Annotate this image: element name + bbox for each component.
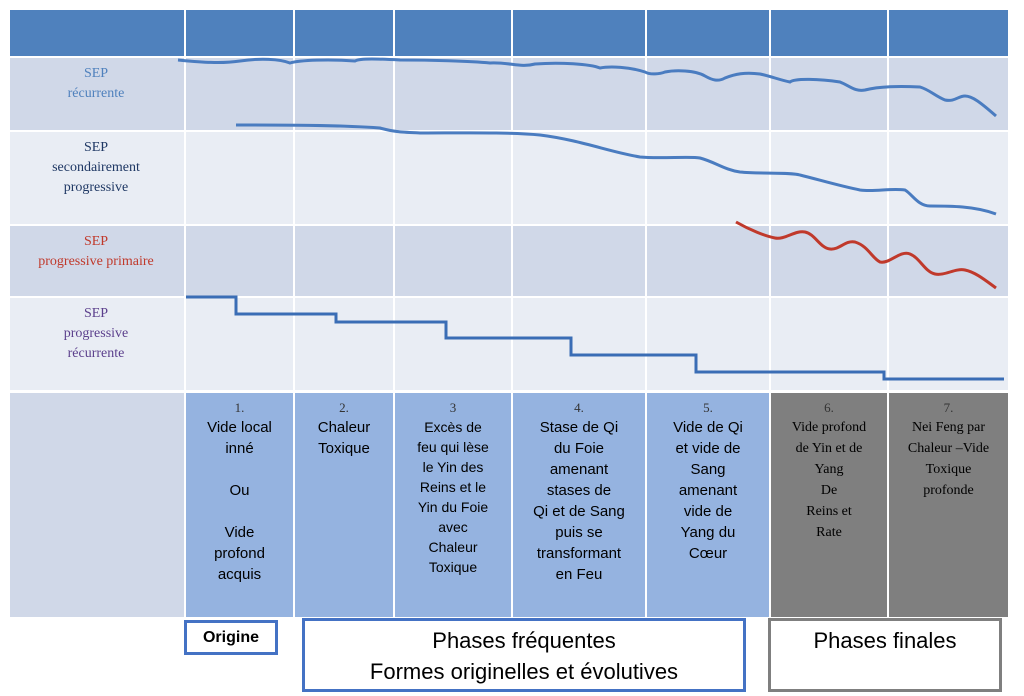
row-band-secondaire <box>10 132 1008 224</box>
phases-finales-label: Phases finales <box>813 628 957 653</box>
column-divider <box>511 10 513 390</box>
phase-cell-3: 3 Excès de feu qui lèse le Yin des Reins… <box>395 393 511 617</box>
phase-text: Vide local inné Ou Vide profond acquis <box>207 419 272 583</box>
origine-box: Origine <box>184 620 278 655</box>
curve-recurrente <box>177 57 997 118</box>
row-label-progressive-recurrente: SEP progressive récurrente <box>10 304 182 364</box>
phases-finales-box: Phases finales <box>768 618 1002 692</box>
phase-text: Nei Feng par Chaleur –Vide Toxique profo… <box>907 420 990 498</box>
column-divider <box>293 10 295 390</box>
phase-text: Vide profond de Yin et de Yang De Reins … <box>791 420 867 540</box>
phases-frequentes-box: Phases fréquentes Formes originelles et … <box>302 618 746 692</box>
row-label-progressive-primaire: SEP progressive primaire <box>10 232 182 272</box>
phase-cell-1: 1. Vide local inné Ou Vide profond acqui… <box>186 393 293 617</box>
phase-cell-4: 4. Stase de Qi du Foie amenant stases de… <box>513 393 645 617</box>
phase-label-column <box>10 393 184 617</box>
row-label-line: progressive primaire <box>38 254 154 269</box>
phase-text: Chaleur Toxique <box>317 419 371 457</box>
curve-progressive-primaire <box>735 220 997 290</box>
header-band <box>10 10 1008 56</box>
phase-text: Vide de Qi et vide de Sang amenant vide … <box>673 419 743 562</box>
phase-number: 4. <box>574 400 584 415</box>
curve-secondairement-progressive <box>235 123 997 216</box>
column-divider <box>393 10 395 390</box>
row-label-line: récurrente <box>67 346 125 361</box>
row-band-recurrente <box>10 58 1008 130</box>
phases-frequentes-title: Phases fréquentes <box>432 628 616 653</box>
phase-cell-2: 2. Chaleur Toxique <box>295 393 393 617</box>
phase-text: Stase de Qi du Foie amenant stases de Qi… <box>533 419 625 583</box>
phase-number: 7. <box>943 400 954 415</box>
phase-cell-6: 6. Vide profond de Yin et de Yang De Rei… <box>771 393 887 617</box>
curve-progressive-recurrente <box>186 295 1004 381</box>
row-band-primaire <box>10 226 1008 296</box>
phase-number: 3 <box>449 400 457 415</box>
row-label-line: progressive <box>63 326 129 341</box>
origine-label: Origine <box>202 629 259 646</box>
row-label-line: progressive <box>63 180 129 195</box>
row-label-recurrente: SEP récurrente <box>10 64 182 104</box>
phase-number: 2. <box>339 400 349 415</box>
row-label-line: SEP <box>83 66 109 81</box>
phase-number: 5. <box>703 400 713 415</box>
row-label-line: SEP <box>83 306 109 321</box>
phase-cell-5: 5. Vide de Qi et vide de Sang amenant vi… <box>647 393 769 617</box>
row-label-line: SEP <box>83 140 109 155</box>
column-divider <box>184 10 186 390</box>
row-label-line: SEP <box>83 234 109 249</box>
column-divider <box>887 10 889 390</box>
row-label-line: secondairement <box>52 160 140 175</box>
column-divider <box>645 10 647 390</box>
phases-frequentes-subtitle: Formes originelles et évolutives <box>369 659 679 684</box>
phase-number: 6. <box>824 400 834 415</box>
row-label-line: récurrente <box>67 86 125 101</box>
row-band-progressive-recurrente <box>10 298 1008 390</box>
phase-number: 1. <box>234 400 245 415</box>
phase-text: Excès de feu qui lèse le Yin des Reins e… <box>417 419 489 575</box>
column-divider <box>769 10 771 390</box>
row-label-secondairement-progressive: SEP secondairement progressive <box>10 138 182 198</box>
phase-cell-7: 7. Nei Feng par Chaleur –Vide Toxique pr… <box>889 393 1008 617</box>
